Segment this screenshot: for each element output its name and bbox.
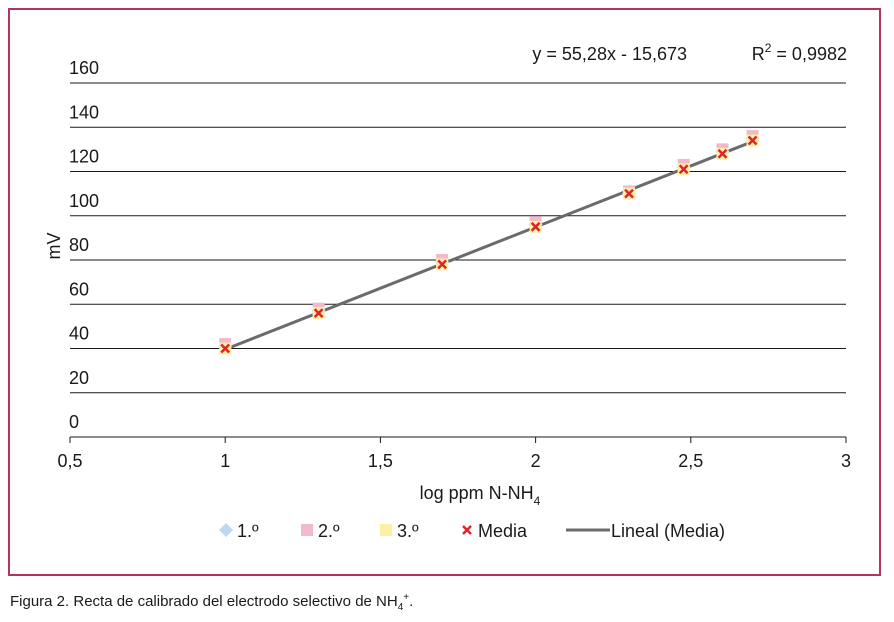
legend-label-3: Media (478, 521, 528, 541)
data-point-x-1 (313, 308, 324, 318)
caption-subscript: 4 (397, 602, 404, 613)
x-tick-label: 2,5 (678, 451, 703, 471)
chart-frame (8, 8, 881, 576)
caption-text: Figura 2. Recta de calibrado del electro… (10, 593, 398, 610)
x-axis-title-subscript: 4 (534, 494, 541, 508)
x-tick-label: 1,5 (368, 451, 393, 471)
y-tick-label: 140 (69, 102, 99, 122)
y-tick-label: 20 (69, 368, 89, 388)
data-point-x-1-stroke-b (313, 308, 324, 318)
data-point-x-2-stroke-b (437, 259, 448, 270)
y-tick-label: 100 (69, 191, 99, 211)
data-point-x-7-stroke-b (747, 135, 758, 146)
y-tick-label: 160 (69, 58, 99, 78)
data-point-x-7 (747, 135, 758, 146)
data-point-x-6 (717, 148, 728, 159)
legend-label-4: Lineal (Media) (611, 521, 725, 541)
x-tick-label: 1 (220, 451, 230, 471)
y-axis-tick-labels: 0 20 40 60 80 100 120 140 160 (69, 58, 99, 432)
gridlines (70, 82, 846, 394)
legend-label-1: 2.º (318, 521, 340, 541)
data-point-x-6-stroke-b (717, 148, 728, 159)
r-squared-value: = 0,9982 (771, 44, 847, 64)
legend-marker-1 (301, 524, 313, 536)
trendline-layer (224, 140, 754, 351)
data-point-x-3 (530, 221, 541, 232)
figure-caption: Figura 2. Recta de calibrado del electro… (10, 592, 413, 613)
y-tick-label: 60 (69, 279, 89, 299)
data-point-x-5-stroke-b (678, 164, 689, 175)
legend-marker-3 (462, 525, 472, 535)
legend-marker-2 (380, 524, 392, 536)
data-point-x-2 (437, 259, 448, 270)
r-squared-label: R2 = 0,9982 (752, 41, 847, 64)
r-squared-prefix: R (752, 44, 765, 64)
x-tick-label: 3 (841, 451, 851, 471)
x-axis (69, 436, 847, 443)
data-point-x-0 (220, 343, 231, 354)
legend-marker-0 (219, 523, 233, 537)
legend: 1.º 2.º 3.º Media Lineal (Media) (219, 521, 725, 541)
y-tick-label: 120 (69, 147, 99, 167)
data-point-x-0-stroke-b (220, 343, 231, 354)
y-tick-label: 40 (69, 324, 89, 344)
legend-label-2: 3.º (397, 521, 419, 541)
r-squared-superscript: 2 (765, 41, 772, 55)
regression-equation: y = 55,28x - 15,673 (532, 44, 687, 64)
y-axis-title: mV (44, 233, 64, 260)
x-tick-label: 2 (531, 451, 541, 471)
x-axis-title-main: log ppm N-NH (420, 483, 534, 503)
data-point-x-4 (624, 188, 634, 199)
legend-label-0: 1.º (237, 521, 259, 541)
data-point-x-4-stroke-b (624, 188, 634, 199)
data-points (218, 130, 760, 355)
data-point-x-3-stroke-b (530, 221, 541, 232)
legend-marker-3-stroke-b (462, 525, 472, 535)
trendline-lineal-media (224, 140, 754, 351)
x-axis-title: log ppm N-NH4 (420, 483, 541, 508)
x-tick-label: 0,5 (57, 451, 82, 471)
caption-end: . (409, 593, 414, 610)
caption-superscript: + (403, 592, 410, 603)
x-axis-tick-labels: 0,5 1 1,5 2 2,5 3 (57, 451, 851, 471)
series-1 (219, 130, 759, 351)
data-point-x-5 (678, 164, 689, 175)
y-tick-label: 80 (69, 235, 89, 255)
y-tick-label: 0 (69, 412, 79, 432)
series-3 (220, 135, 758, 354)
